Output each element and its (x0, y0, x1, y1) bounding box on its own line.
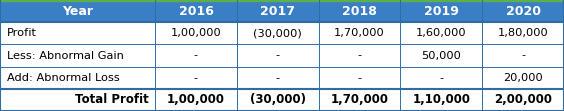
Text: -: - (521, 51, 525, 60)
Bar (155, 67, 237, 89)
Text: (30,000): (30,000) (253, 28, 302, 38)
Bar (0, 67, 155, 89)
Bar (319, 67, 400, 89)
Bar (482, 0, 564, 22)
Text: 2016: 2016 (179, 5, 213, 18)
Bar (155, 89, 237, 111)
Bar (0, 22, 155, 44)
Bar (319, 44, 400, 67)
Text: 50,000: 50,000 (421, 51, 461, 60)
Bar (400, 89, 482, 111)
Text: Add: Abnormal Loss: Add: Abnormal Loss (7, 73, 120, 83)
Text: 20,000: 20,000 (503, 73, 543, 83)
Text: 2019: 2019 (424, 5, 459, 18)
Text: -: - (439, 73, 443, 83)
Bar (155, 22, 237, 44)
Bar (0, 89, 155, 111)
Text: 1,10,000: 1,10,000 (412, 93, 470, 106)
Bar (237, 67, 319, 89)
Text: 1,70,000: 1,70,000 (331, 93, 389, 106)
Bar (0, 44, 155, 67)
Text: (30,000): (30,000) (250, 93, 306, 106)
Bar (400, 0, 482, 22)
Text: Total Profit: Total Profit (74, 93, 148, 106)
Bar (155, 0, 237, 22)
Text: Less: Abnormal Gain: Less: Abnormal Gain (7, 51, 124, 60)
Text: -: - (276, 51, 280, 60)
Bar (400, 67, 482, 89)
Text: 1,80,000: 1,80,000 (498, 28, 548, 38)
Bar (482, 89, 564, 111)
Text: -: - (358, 73, 362, 83)
Bar (319, 89, 400, 111)
Text: 2017: 2017 (260, 5, 296, 18)
Bar (482, 67, 564, 89)
Bar (319, 22, 400, 44)
Bar (237, 44, 319, 67)
Text: 2018: 2018 (342, 5, 377, 18)
Text: 2020: 2020 (505, 5, 541, 18)
Bar (237, 0, 319, 22)
Text: 2,00,000: 2,00,000 (494, 93, 552, 106)
Text: 1,00,000: 1,00,000 (167, 93, 225, 106)
Bar (319, 0, 400, 22)
Bar (400, 22, 482, 44)
Text: 1,60,000: 1,60,000 (416, 28, 466, 38)
Text: -: - (194, 73, 198, 83)
Bar (155, 44, 237, 67)
Bar (237, 22, 319, 44)
Bar (0, 0, 155, 22)
Text: -: - (358, 51, 362, 60)
Text: 1,70,000: 1,70,000 (334, 28, 385, 38)
Text: 1,00,000: 1,00,000 (171, 28, 221, 38)
Bar (400, 44, 482, 67)
Text: -: - (276, 73, 280, 83)
Text: -: - (194, 51, 198, 60)
Bar (237, 89, 319, 111)
Text: Profit: Profit (7, 28, 37, 38)
Bar (482, 22, 564, 44)
Bar (482, 44, 564, 67)
Text: Year: Year (62, 5, 93, 18)
